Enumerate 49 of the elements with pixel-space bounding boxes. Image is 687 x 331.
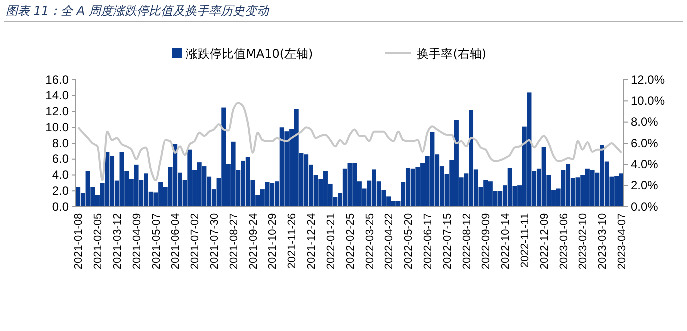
x-tick-label: 2021-07-02	[190, 213, 202, 270]
x-tick-label: 2022-02-25	[344, 213, 357, 270]
x-tick-label: 2022-12-09	[538, 213, 551, 270]
x-tick-label: 2021-12-24	[306, 213, 318, 270]
y-tick-label: 4.0	[52, 168, 70, 182]
x-tick-label: 2021-01-08	[73, 213, 86, 270]
x-tick-label: 2022-05-20	[403, 213, 416, 270]
x-tick-label: 2022-07-15	[442, 213, 454, 270]
y2-tick-label: 4.0%	[631, 158, 659, 172]
x-tick-label: 2022-03-25	[364, 213, 376, 270]
y2-tick-label: 6.0%	[631, 136, 659, 150]
x-tick-label: 2022-04-22	[384, 213, 396, 270]
y-tick-label: 2.0	[52, 184, 70, 198]
y2-tick-label: 2.0%	[631, 178, 659, 193]
y-tick-label: 12.0	[46, 104, 70, 119]
x-tick-label: 2023-01-06	[558, 213, 570, 270]
x-tick-label: 2022-01-21	[325, 213, 338, 270]
x-tick-label: 2021-09-24	[248, 213, 260, 270]
y2-tick-label: 10.0%	[631, 94, 666, 108]
x-tick-label: 2022-06-17	[422, 213, 434, 270]
x-tick-label: 2022-09-09	[480, 213, 493, 270]
x-tick-label: 2021-02-05	[92, 213, 105, 270]
legend-label: 换手率(右轴)	[417, 47, 487, 61]
y-tick-label: 16.0	[46, 72, 70, 87]
y2-tick-label: 0.0%	[631, 200, 659, 214]
x-tick-label: 2021-08-27	[228, 213, 240, 270]
y2-tick-label: 12.0%	[631, 72, 666, 87]
x-tick-label: 2021-05-07	[150, 213, 163, 270]
chart-title: 图表 11：全 A 周度涨跌停比值及换手率历史变动	[6, 4, 270, 18]
x-tick-label: 2021-03-12	[112, 213, 124, 270]
y-tick-label: 0.0	[52, 200, 70, 214]
x-tick-label: 2021-11-26	[286, 213, 299, 269]
y-tick-label: 14.0	[46, 88, 70, 103]
x-tick-label: 2023-04-07	[616, 213, 629, 270]
y2-tick-label: 8.0%	[631, 115, 659, 130]
x-tick-label: 2022-10-14	[500, 213, 512, 270]
x-tick-label: 2023-03-10	[597, 213, 610, 270]
line-series	[77, 102, 623, 182]
y-tick-label: 10.0	[46, 120, 70, 134]
x-tick-label: 2023-02-10	[578, 213, 590, 270]
y-tick-label: 8.0	[52, 136, 70, 150]
x-tick-label: 2022-08-12	[461, 213, 474, 270]
x-tick-label: 2021-04-09	[131, 213, 144, 270]
y-tick-label: 6.0	[52, 152, 70, 166]
x-tick-label: 2021-10-29	[267, 213, 280, 270]
x-tick-label: 2022-11-11	[519, 213, 532, 268]
legend-label: 涨跌停比值MA10(左轴)	[186, 47, 314, 61]
x-tick-label: 2021-06-04	[170, 213, 182, 270]
x-tick-label: 2021-07-30	[209, 213, 222, 270]
